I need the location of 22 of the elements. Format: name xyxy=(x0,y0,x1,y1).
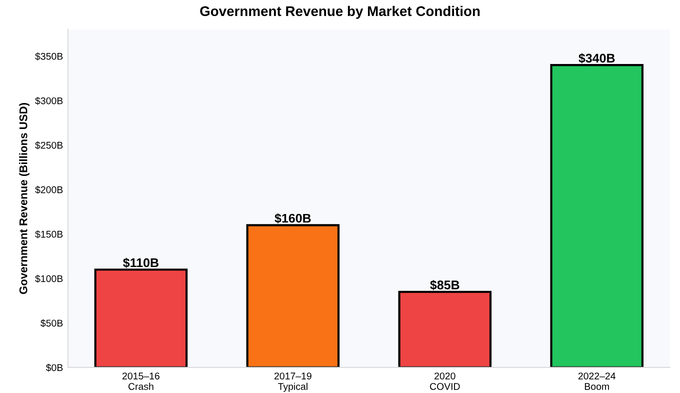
y-tick-label: $0B xyxy=(46,364,63,372)
x-tick-label: 2020 COVID xyxy=(430,372,460,390)
y-tick-label: $300B xyxy=(35,96,63,105)
y-tick-label: $250B xyxy=(35,141,63,150)
data-label: $110B xyxy=(123,258,158,268)
data-label: $160B xyxy=(274,213,311,224)
x-tick-label: 2015–16 Crash xyxy=(122,372,160,390)
y-tick-label: $350B xyxy=(35,52,63,60)
y-tick-label: $200B xyxy=(35,186,63,194)
bar xyxy=(246,224,340,368)
y-tick-label: $150B xyxy=(35,230,63,238)
chart-title: Government Revenue by Market Condition xyxy=(200,6,480,19)
y-tick-label: $50B xyxy=(40,319,63,328)
x-tick-label: 2017–19 Typical xyxy=(274,372,312,392)
x-tick-label: 2022–24 Boom xyxy=(578,372,616,390)
bar xyxy=(94,268,188,368)
y-axis-title: Government Revenue (Billions USD) xyxy=(19,103,30,294)
y-tick-label: $100B xyxy=(35,274,63,283)
bar xyxy=(550,64,644,368)
data-label: $85B xyxy=(430,280,460,290)
bar xyxy=(398,290,492,368)
data-label: $340B xyxy=(578,53,615,64)
